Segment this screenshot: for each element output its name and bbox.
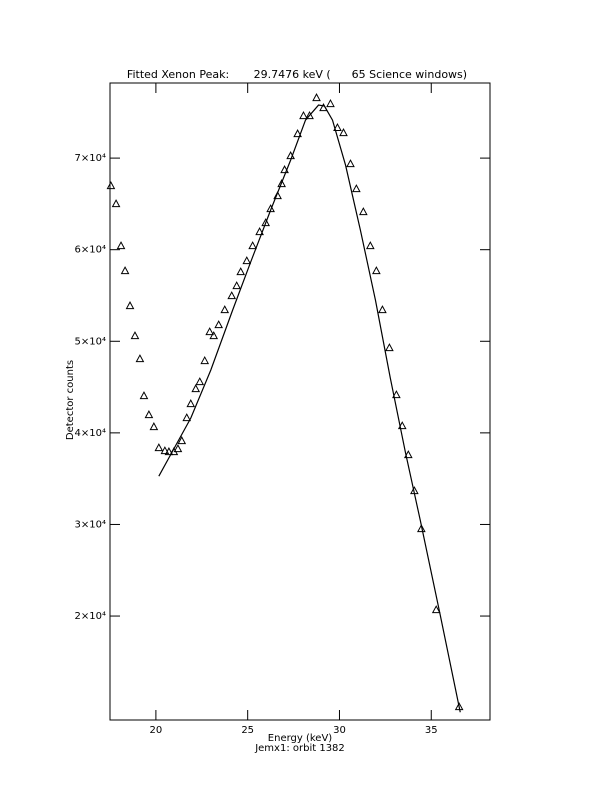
data-point xyxy=(326,99,335,108)
x-tick-label: 35 xyxy=(425,725,438,736)
data-point xyxy=(205,327,215,336)
data-point xyxy=(160,446,170,455)
data-point xyxy=(173,444,183,453)
plot-frame xyxy=(109,82,491,721)
data-point xyxy=(214,320,224,329)
data-point xyxy=(255,227,264,236)
data-point xyxy=(139,391,149,400)
data-point xyxy=(135,354,145,363)
subtitle: Jemx1: orbit 1382 xyxy=(254,743,345,754)
y-tick-label: 7×10⁴ xyxy=(75,153,106,164)
data-point xyxy=(182,413,192,422)
data-point xyxy=(149,422,159,431)
data-point xyxy=(130,331,140,340)
y-tick-label: 6×10⁴ xyxy=(75,245,106,256)
y-tick-label: 4×10⁴ xyxy=(75,428,106,439)
x-tick-label: 25 xyxy=(241,725,254,736)
data-point xyxy=(312,93,321,102)
data-point xyxy=(365,241,375,250)
data-point xyxy=(417,524,426,533)
data-point xyxy=(273,191,282,200)
data-point xyxy=(372,266,381,275)
data-point xyxy=(120,266,130,275)
data-point xyxy=(352,184,361,193)
data-point xyxy=(385,343,394,352)
data-point xyxy=(227,291,237,300)
data-point xyxy=(195,377,205,386)
chart-title: Fitted Xenon Peak: 29.7476 keV ( 65 Scie… xyxy=(127,68,467,81)
data-point xyxy=(333,123,342,132)
data-point xyxy=(346,159,355,168)
data-point xyxy=(144,410,154,419)
data-point xyxy=(293,129,302,138)
y-tick-label: 2×10⁴ xyxy=(75,611,106,622)
data-point xyxy=(299,111,308,120)
data-point xyxy=(106,181,116,190)
data-point xyxy=(305,111,314,120)
data-point xyxy=(261,218,271,227)
data-point xyxy=(232,281,242,290)
data-point xyxy=(154,443,164,452)
x-tick-label: 20 xyxy=(150,725,163,736)
data-point xyxy=(116,241,126,250)
data-point xyxy=(200,356,210,365)
data-point xyxy=(209,331,219,340)
data-point xyxy=(191,384,201,393)
y-axis-label: Detector counts xyxy=(65,360,76,440)
data-point xyxy=(220,305,230,314)
data-point xyxy=(431,605,441,614)
data-point xyxy=(248,241,257,250)
data-point xyxy=(177,436,187,445)
y-tick-label: 3×10⁴ xyxy=(75,519,106,530)
data-point xyxy=(111,199,121,208)
data-point xyxy=(339,128,348,137)
data-point xyxy=(236,267,246,276)
x-tick-label: 30 xyxy=(333,725,346,736)
data-point xyxy=(358,207,368,216)
y-tick-label: 5×10⁴ xyxy=(75,336,106,347)
data-point xyxy=(164,447,174,456)
data-point xyxy=(392,390,401,399)
data-point xyxy=(186,399,196,408)
data-point xyxy=(378,305,387,314)
data-point xyxy=(125,301,135,310)
data-point xyxy=(403,450,413,459)
x-axis-label: Energy (keV) xyxy=(268,733,333,744)
data-point xyxy=(242,256,252,265)
data-point xyxy=(277,179,286,188)
fit-curve xyxy=(158,104,461,713)
